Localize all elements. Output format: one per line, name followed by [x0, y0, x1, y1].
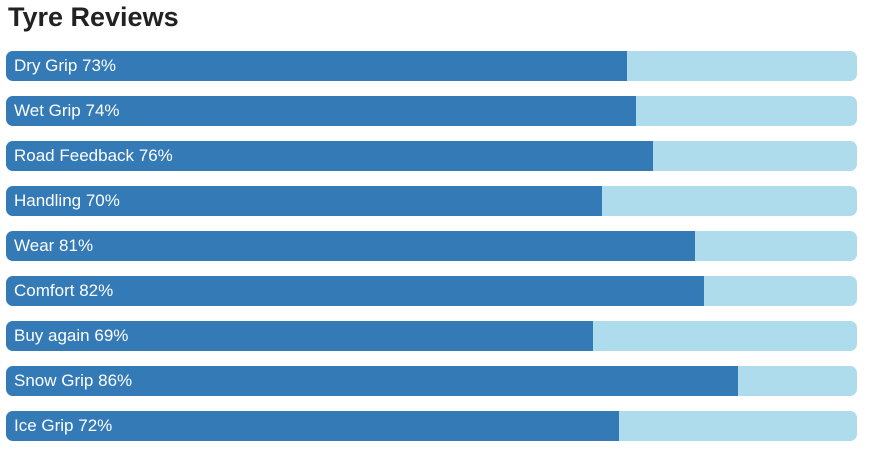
- bar: [6, 141, 653, 171]
- bar-track: Road Feedback 76%: [6, 141, 857, 171]
- category-label: Buy again: [14, 326, 90, 345]
- category-label: Handling: [14, 191, 82, 210]
- value-label: 82%: [79, 281, 114, 300]
- bar-track: Handling 70%: [6, 186, 857, 216]
- category-label: Ice Grip: [14, 416, 74, 435]
- category-label: Wet Grip: [14, 101, 81, 120]
- value-label: 73%: [82, 56, 117, 75]
- value-label: 81%: [59, 236, 94, 255]
- bar-track: Snow Grip 86%: [6, 366, 857, 396]
- value-label: 76%: [138, 146, 173, 165]
- bar-label: Comfort 82%: [14, 276, 113, 306]
- bar-label: Buy again 69%: [14, 321, 128, 351]
- bar-track: Ice Grip 72%: [6, 411, 857, 441]
- bar-label: Snow Grip 86%: [14, 366, 132, 396]
- bar-label: Dry Grip 73%: [14, 51, 116, 81]
- bar-track: Buy again 69%: [6, 321, 857, 351]
- category-label: Dry Grip: [14, 56, 78, 75]
- bar: [6, 96, 636, 126]
- bar-label: Handling 70%: [14, 186, 120, 216]
- category-label: Snow Grip: [14, 371, 94, 390]
- category-label: Wear: [14, 236, 55, 255]
- category-label: Road Feedback: [14, 146, 135, 165]
- value-label: 70%: [85, 191, 120, 210]
- bar: [6, 276, 704, 306]
- bar-track: Wear 81%: [6, 231, 857, 261]
- bar-track: Wet Grip 74%: [6, 96, 857, 126]
- bar-label: Wear 81%: [14, 231, 93, 261]
- bar: [6, 186, 602, 216]
- category-label: Comfort: [14, 281, 75, 300]
- bar-label: Road Feedback 76%: [14, 141, 173, 171]
- bar-label: Wet Grip 74%: [14, 96, 120, 126]
- value-label: 69%: [94, 326, 129, 345]
- bar: [6, 366, 738, 396]
- bar: [6, 231, 696, 261]
- value-label: 86%: [98, 371, 133, 390]
- value-label: 72%: [78, 416, 113, 435]
- bar: [6, 51, 628, 81]
- bar: [6, 411, 619, 441]
- bar-track: Dry Grip 73%: [6, 51, 857, 81]
- chart-title: Tyre Reviews: [8, 2, 179, 32]
- bar: [6, 321, 594, 351]
- bar-track: Comfort 82%: [6, 276, 857, 306]
- bar-label: Ice Grip 72%: [14, 411, 112, 441]
- value-label: 74%: [85, 101, 120, 120]
